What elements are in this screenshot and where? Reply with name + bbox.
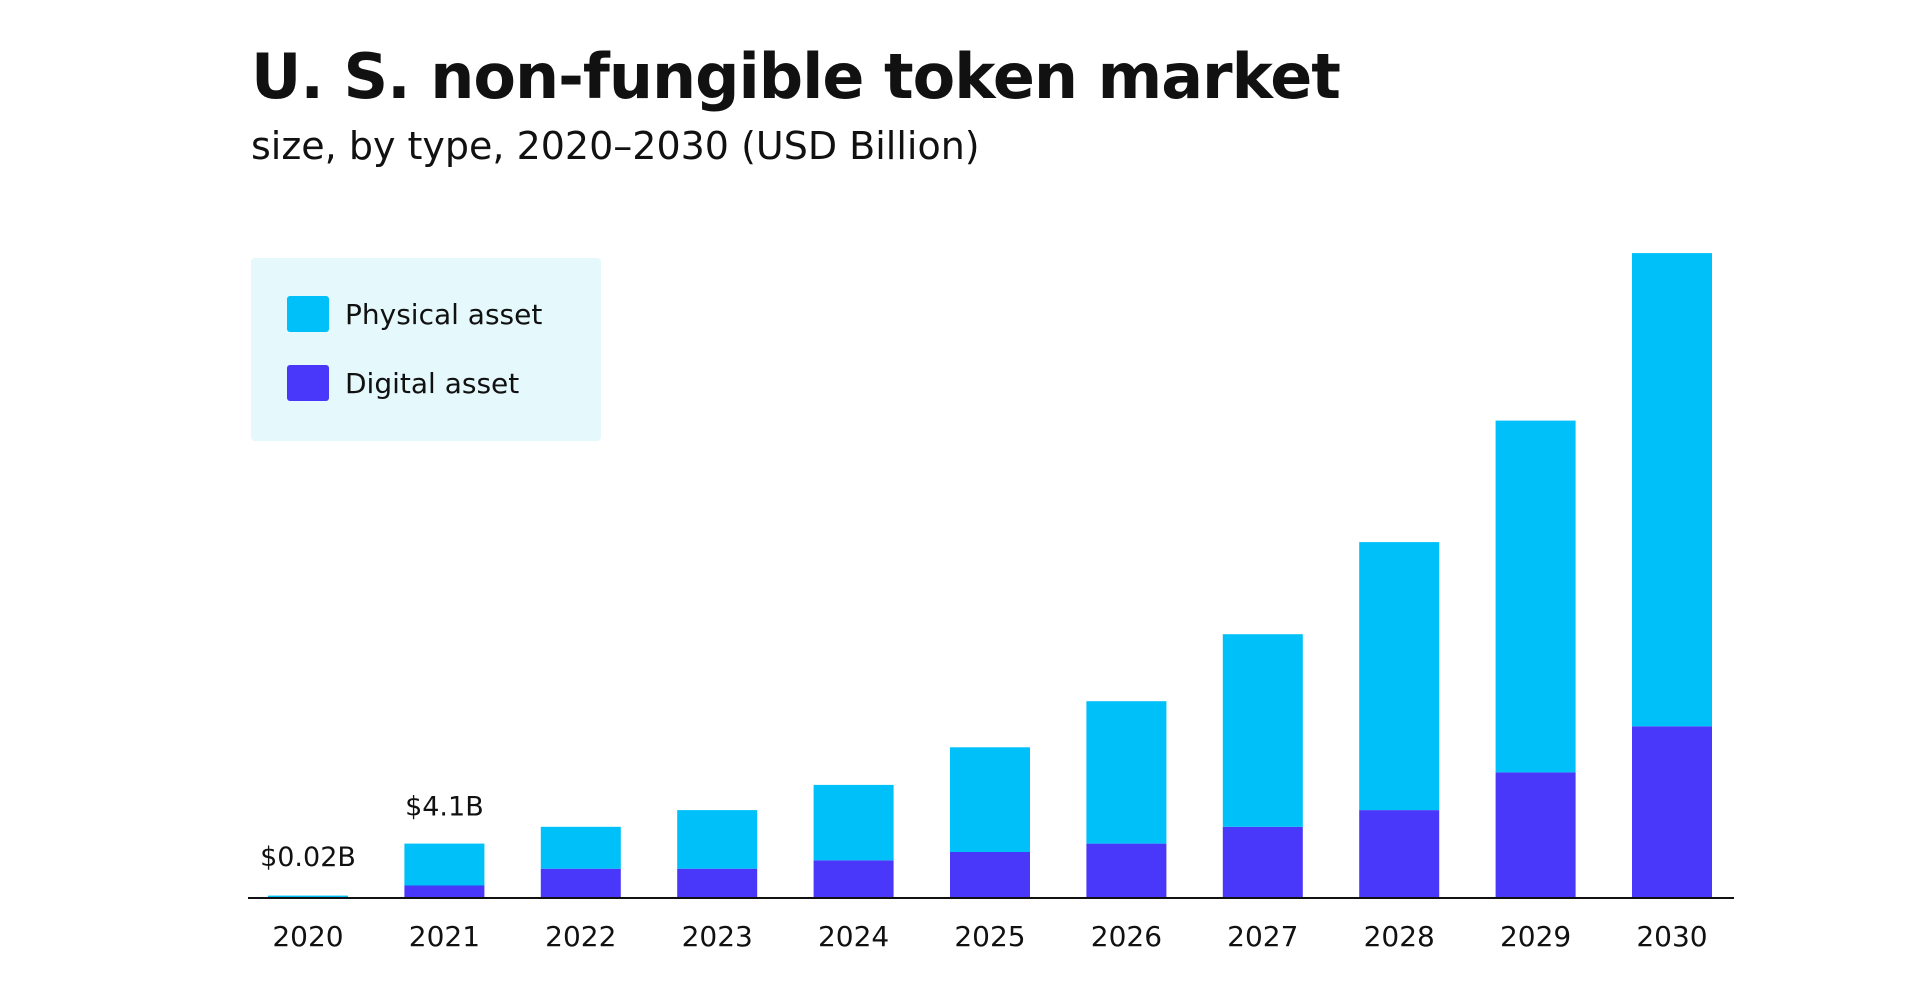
chart-subtitle: size, by type, 2020–2030 (USD Billion) (251, 124, 980, 168)
bar-digital-asset-2022 (540, 868, 621, 898)
x-tick-label-2027: 2027 (1227, 920, 1298, 953)
bar-physical-asset-2024 (813, 784, 894, 861)
x-tick-label-2030: 2030 (1636, 920, 1707, 953)
bar-digital-asset-2027 (1222, 826, 1303, 898)
bar-physical-asset-2023 (677, 810, 758, 869)
legend-item-physical-asset: Physical asset (287, 296, 542, 332)
bar-physical-asset-2030 (1632, 253, 1712, 727)
annotations-group: $0.02B $4.1B (260, 792, 484, 873)
legend-swatch-physical-asset (287, 296, 329, 332)
bar-digital-asset-2023 (677, 868, 758, 898)
x-tick-labels: 2020 2021 2022 2023 2024 2025 2026 2027 2028 2029… (272, 920, 1707, 953)
x-tick-label-2026: 2026 (1091, 920, 1162, 953)
legend-label-digital-asset: Digital asset (345, 366, 520, 400)
bar-physical-asset-2020 (268, 895, 348, 898)
bar-digital-asset-2021 (404, 885, 485, 898)
bar-digital-asset-2028 (1359, 810, 1440, 898)
bar-digital-asset-2024 (813, 860, 894, 898)
bar-physical-asset-2028 (1359, 542, 1440, 811)
data-label-2021: $4.1B (405, 792, 484, 823)
bar-physical-asset-2027 (1222, 634, 1303, 827)
bar-digital-asset-2030 (1632, 726, 1712, 898)
chart-title: U. S. non-fungible token market (251, 40, 1341, 113)
bar-physical-asset-2025 (950, 747, 1030, 852)
x-tick-label-2023: 2023 (682, 920, 753, 953)
data-label-2020: $0.02B (260, 842, 356, 873)
x-tick-label-2025: 2025 (954, 920, 1025, 953)
x-tick-label-2028: 2028 (1364, 920, 1435, 953)
legend-item-digital-asset: Digital asset (287, 365, 519, 401)
legend: Physical asset Digital asset (251, 258, 601, 441)
bar-digital-asset-2029 (1495, 772, 1576, 898)
legend-swatch-digital-asset (287, 365, 329, 401)
bar-physical-asset-2022 (540, 826, 621, 869)
bar-physical-asset-2021 (404, 843, 485, 886)
bar-digital-asset-2025 (950, 851, 1030, 898)
x-tick-label-2024: 2024 (818, 920, 889, 953)
bars-group (268, 253, 1712, 898)
legend-label-physical-asset: Physical asset (345, 297, 543, 331)
bar-physical-asset-2029 (1495, 420, 1576, 773)
x-tick-label-2029: 2029 (1500, 920, 1571, 953)
x-tick-label-2021: 2021 (409, 920, 480, 953)
x-tick-label-2022: 2022 (545, 920, 616, 953)
bar-physical-asset-2026 (1086, 701, 1167, 844)
x-tick-label-2020: 2020 (272, 920, 343, 953)
bar-digital-asset-2026 (1086, 843, 1167, 898)
